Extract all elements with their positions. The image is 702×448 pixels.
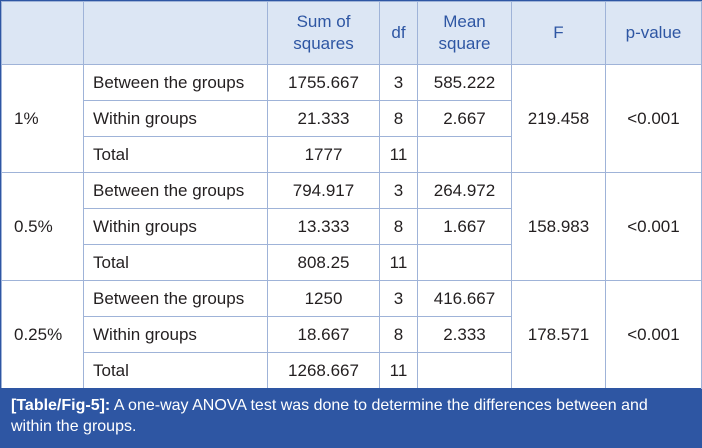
df-cell: 3 bbox=[379, 280, 418, 317]
sum-of-squares-cell: 1777 bbox=[267, 136, 380, 173]
sum-of-squares-cell: 13.333 bbox=[267, 208, 380, 245]
source-cell: Total bbox=[83, 352, 268, 389]
concentration-cell: 0.5% bbox=[1, 172, 84, 281]
source-cell: Within groups bbox=[83, 100, 268, 137]
df-cell: 11 bbox=[379, 136, 418, 173]
header-sum-of-squares: Sum of squares bbox=[267, 1, 380, 65]
concentration-cell: 0.25% bbox=[1, 280, 84, 389]
sum-of-squares-cell: 21.333 bbox=[267, 100, 380, 137]
df-cell: 8 bbox=[379, 100, 418, 137]
mean-square-cell: 416.667 bbox=[417, 280, 512, 317]
source-cell: Within groups bbox=[83, 316, 268, 353]
caption-text: A one-way ANOVA test was done to determi… bbox=[11, 397, 648, 435]
mean-square-cell: 264.972 bbox=[417, 172, 512, 209]
source-cell: Between the groups bbox=[83, 64, 268, 101]
table-caption: [Table/Fig-5]: A one-way ANOVA test was … bbox=[1, 388, 701, 447]
table-row: Within groups 13.333 8 1.667 bbox=[2, 208, 702, 245]
source-cell: Total bbox=[83, 136, 268, 173]
table-row: Within groups 21.333 8 2.667 bbox=[2, 100, 702, 137]
f-cell: 178.571 bbox=[511, 280, 606, 389]
header-sum-of-squares-line-1: Sum of bbox=[296, 12, 351, 31]
mean-square-cell bbox=[417, 352, 512, 389]
table-row: Within groups 18.667 8 2.333 bbox=[2, 316, 702, 353]
mean-square-cell: 1.667 bbox=[417, 208, 512, 245]
mean-square-cell: 2.333 bbox=[417, 316, 512, 353]
sum-of-squares-cell: 794.917 bbox=[267, 172, 380, 209]
df-cell: 11 bbox=[379, 352, 418, 389]
header-mean-square-line-2: square bbox=[438, 34, 491, 53]
p-value-cell: <0.001 bbox=[605, 172, 702, 281]
p-value-cell: <0.001 bbox=[605, 64, 702, 173]
df-cell: 3 bbox=[379, 172, 418, 209]
caption-label: [Table/Fig-5]: bbox=[11, 397, 111, 414]
sum-of-squares-cell: 1268.667 bbox=[267, 352, 380, 389]
header-mean-square: Mean square bbox=[417, 1, 512, 65]
table-row: Total 1777 11 bbox=[2, 136, 702, 173]
header-f: F bbox=[511, 1, 606, 65]
df-cell: 11 bbox=[379, 244, 418, 281]
f-cell: 219.458 bbox=[511, 64, 606, 173]
mean-square-cell: 2.667 bbox=[417, 100, 512, 137]
f-cell: 158.983 bbox=[511, 172, 606, 281]
df-cell: 8 bbox=[379, 316, 418, 353]
anova-table: Sum of squares df Mean square F p-value … bbox=[1, 1, 702, 389]
table-row: 0.25% Between the groups 1250 3 416.667 … bbox=[1, 280, 702, 389]
header-sum-of-squares-line-2: squares bbox=[293, 34, 354, 53]
source-cell: Total bbox=[83, 244, 268, 281]
sum-of-squares-cell: 808.25 bbox=[267, 244, 380, 281]
header-p-value: p-value bbox=[605, 1, 702, 65]
header-concentration bbox=[1, 1, 84, 65]
mean-square-cell bbox=[417, 136, 512, 173]
table-row: 0.5% Between the groups 794.917 3 264.97… bbox=[1, 172, 702, 281]
df-cell: 8 bbox=[379, 208, 418, 245]
header-mean-square-line-1: Mean bbox=[443, 12, 486, 31]
sum-of-squares-cell: 1250 bbox=[267, 280, 380, 317]
sum-of-squares-cell: 1755.667 bbox=[267, 64, 380, 101]
p-value-cell: <0.001 bbox=[605, 280, 702, 389]
header-df: df bbox=[379, 1, 418, 65]
table-row: 1% Between the groups 1755.667 3 585.222… bbox=[1, 64, 702, 173]
mean-square-cell: 585.222 bbox=[417, 64, 512, 101]
header-row: Sum of squares df Mean square F p-value bbox=[1, 1, 702, 65]
source-cell: Between the groups bbox=[83, 280, 268, 317]
df-cell: 3 bbox=[379, 64, 418, 101]
header-source bbox=[83, 1, 268, 65]
source-cell: Within groups bbox=[83, 208, 268, 245]
concentration-cell: 1% bbox=[1, 64, 84, 173]
mean-square-cell bbox=[417, 244, 512, 281]
sum-of-squares-cell: 18.667 bbox=[267, 316, 380, 353]
source-cell: Between the groups bbox=[83, 172, 268, 209]
